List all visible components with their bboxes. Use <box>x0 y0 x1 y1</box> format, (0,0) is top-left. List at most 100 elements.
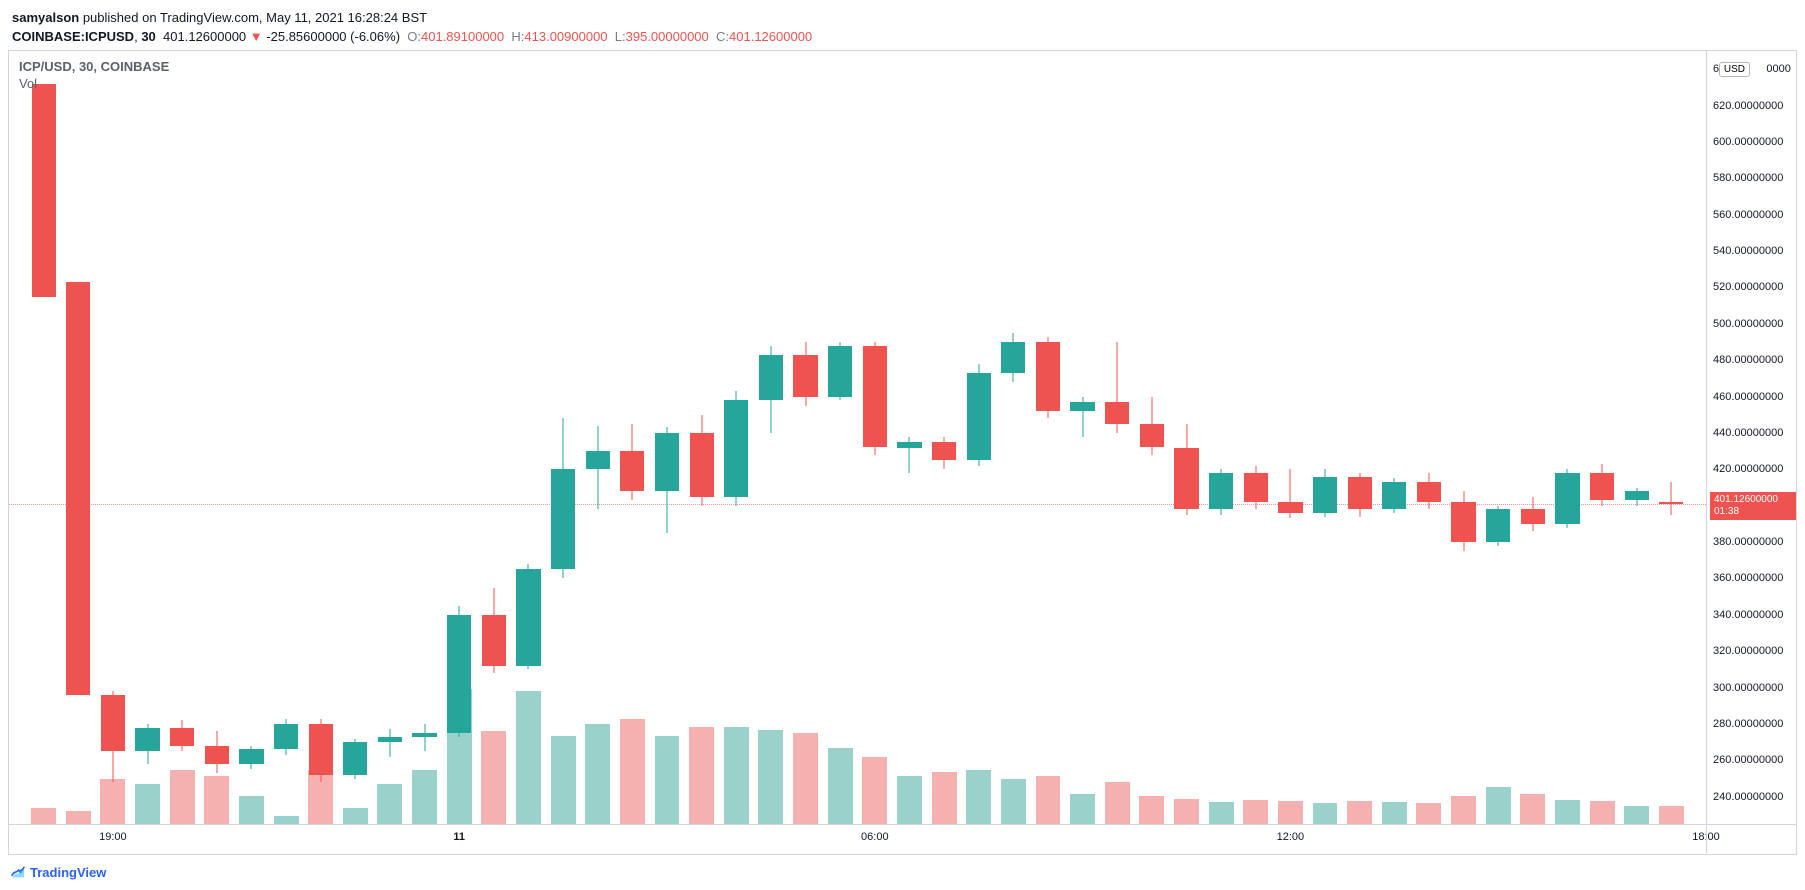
y-tick: 240.00000000 <box>1713 791 1783 803</box>
candle <box>1342 51 1377 824</box>
y-tick: 620.00000000 <box>1713 100 1783 112</box>
candle <box>1481 51 1516 824</box>
candle <box>546 51 581 824</box>
y-tick: 480.00000000 <box>1713 354 1783 366</box>
y-tick: 340.00000000 <box>1713 609 1783 621</box>
candle <box>26 51 61 824</box>
y-tick: 420.00000000 <box>1713 463 1783 475</box>
candle <box>858 51 893 824</box>
y-tick: 260.00000000 <box>1713 754 1783 766</box>
x-tick: 06:00 <box>861 831 889 843</box>
candle <box>1135 51 1170 824</box>
price-tag: 401.12600000 01:38 <box>1710 492 1796 520</box>
candle <box>961 51 996 824</box>
candle <box>165 51 200 824</box>
candle <box>1412 51 1447 824</box>
ticker-line: COINBASE:ICPUSD, 30 401.12600000 ▼ -25.8… <box>12 29 1793 44</box>
y-tick: 520.00000000 <box>1713 281 1783 293</box>
footer-text: TradingView <box>30 865 106 880</box>
candle <box>1204 51 1239 824</box>
tradingview-icon <box>10 864 26 880</box>
candle <box>615 51 650 824</box>
close-value: 401.12600000 <box>729 29 812 44</box>
x-axis[interactable]: 19:001106:0012:0018:00 <box>9 824 1706 854</box>
candle <box>1550 51 1585 824</box>
y-tick: 320.00000000 <box>1713 645 1783 657</box>
candle <box>823 51 858 824</box>
legend-title: ICP/USD, 30, COINBASE <box>19 59 169 74</box>
candle <box>892 51 927 824</box>
pub-mid: published on TradingView.com, <box>79 10 266 25</box>
candle <box>719 51 754 824</box>
chart-container[interactable]: ICP/USD, 30, COINBASE Vol USD 401.126000… <box>8 50 1797 855</box>
legend-vol: Vol <box>19 76 169 91</box>
candle <box>442 51 477 824</box>
low-value: 395.00000000 <box>626 29 709 44</box>
symbol: COINBASE:ICPUSD <box>12 29 134 44</box>
y-tick: 560.00000000 <box>1713 209 1783 221</box>
price-pane[interactable]: ICP/USD, 30, COINBASE Vol <box>9 51 1706 824</box>
publish-line: samyalson published on TradingView.com, … <box>12 10 1793 25</box>
candle <box>199 51 234 824</box>
pub-date: May 11, 2021 16:28:24 BST <box>266 10 427 25</box>
candle <box>511 51 546 824</box>
y-tick: 540.00000000 <box>1713 245 1783 257</box>
candle <box>1273 51 1308 824</box>
candle <box>650 51 685 824</box>
candle <box>338 51 373 824</box>
candle <box>580 51 615 824</box>
chart-legend: ICP/USD, 30, COINBASE Vol <box>19 59 169 91</box>
candle <box>373 51 408 824</box>
y-tick: 280.00000000 <box>1713 718 1783 730</box>
candle <box>927 51 962 824</box>
candle <box>96 51 131 824</box>
candle <box>1031 51 1066 824</box>
candle <box>130 51 165 824</box>
price-tag-value: 401.12600000 <box>1714 494 1792 506</box>
last-price: 401.12600000 <box>163 29 246 44</box>
candle <box>788 51 823 824</box>
candle <box>1516 51 1551 824</box>
header: samyalson published on TradingView.com, … <box>0 0 1805 48</box>
candle <box>61 51 96 824</box>
tradingview-logo[interactable]: TradingView <box>10 864 106 880</box>
down-arrow-icon: ▼ <box>250 29 263 44</box>
change: -25.85600000 <box>266 29 346 44</box>
y-tick: 500.00000000 <box>1713 318 1783 330</box>
price-tag-countdown: 01:38 <box>1714 506 1792 518</box>
candle <box>303 51 338 824</box>
axis-corner <box>1706 824 1796 854</box>
y-tick: 460.00000000 <box>1713 391 1783 403</box>
candle <box>407 51 442 824</box>
author: samyalson <box>12 10 79 25</box>
currency-tag: USD <box>1719 62 1750 77</box>
open-label: O: <box>407 29 421 44</box>
interval: 30 <box>141 29 155 44</box>
candle <box>754 51 789 824</box>
candle <box>1308 51 1343 824</box>
close-label: C: <box>716 29 729 44</box>
candle <box>996 51 1031 824</box>
candle <box>1238 51 1273 824</box>
y-tick: 380.00000000 <box>1713 536 1783 548</box>
candle <box>1169 51 1204 824</box>
x-tick: 12:00 <box>1277 831 1305 843</box>
x-tick: 19:00 <box>99 831 127 843</box>
y-tick: 360.00000000 <box>1713 572 1783 584</box>
change-pct: (-6.06%) <box>350 29 400 44</box>
candle <box>477 51 512 824</box>
y-tick: 600.00000000 <box>1713 136 1783 148</box>
candle <box>1654 51 1689 824</box>
high-value: 413.00900000 <box>524 29 607 44</box>
y-tick: 440.00000000 <box>1713 427 1783 439</box>
high-label: H: <box>511 29 524 44</box>
candle <box>1585 51 1620 824</box>
candle <box>1065 51 1100 824</box>
y-axis[interactable]: USD 401.12600000 01:38 240.00000000 260.0… <box>1706 51 1796 824</box>
y-tick: 300.00000000 <box>1713 682 1783 694</box>
candle <box>1100 51 1135 824</box>
candle <box>1377 51 1412 824</box>
open-value: 401.89100000 <box>421 29 504 44</box>
x-tick: 11 <box>453 831 465 843</box>
candle <box>684 51 719 824</box>
